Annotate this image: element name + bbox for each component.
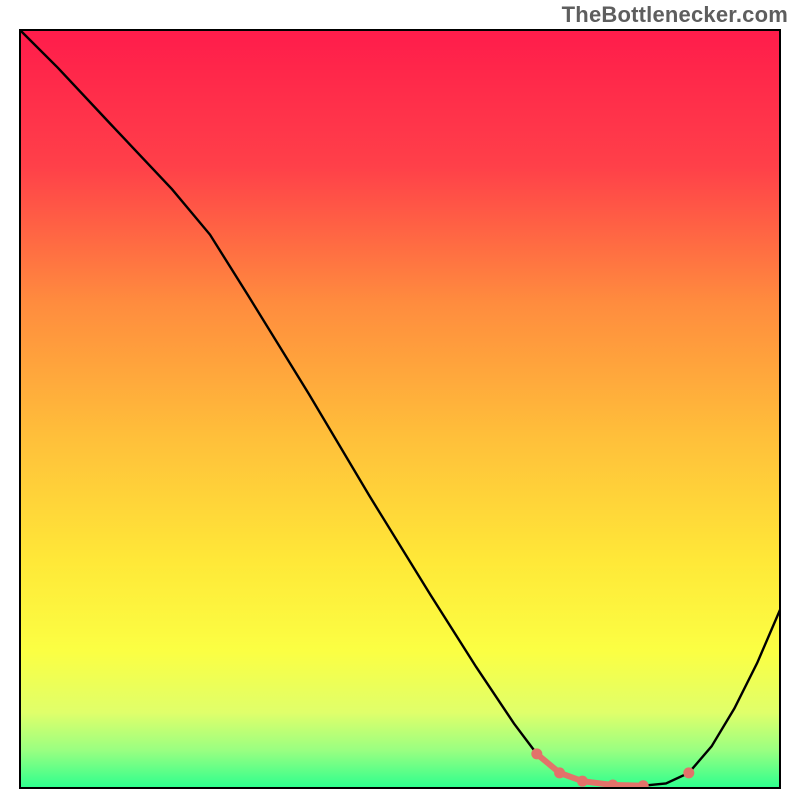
chart-container: TheBottlenecker.com bbox=[0, 0, 800, 800]
highlight-right-dot bbox=[683, 767, 694, 778]
highlight-dot bbox=[638, 780, 649, 791]
highlight-dot bbox=[531, 748, 542, 759]
watermark-text: TheBottlenecker.com bbox=[562, 2, 788, 28]
highlight-dot bbox=[554, 767, 565, 778]
bottleneck-chart bbox=[0, 0, 800, 800]
highlight-dot bbox=[577, 776, 588, 787]
plot-background bbox=[20, 30, 780, 788]
